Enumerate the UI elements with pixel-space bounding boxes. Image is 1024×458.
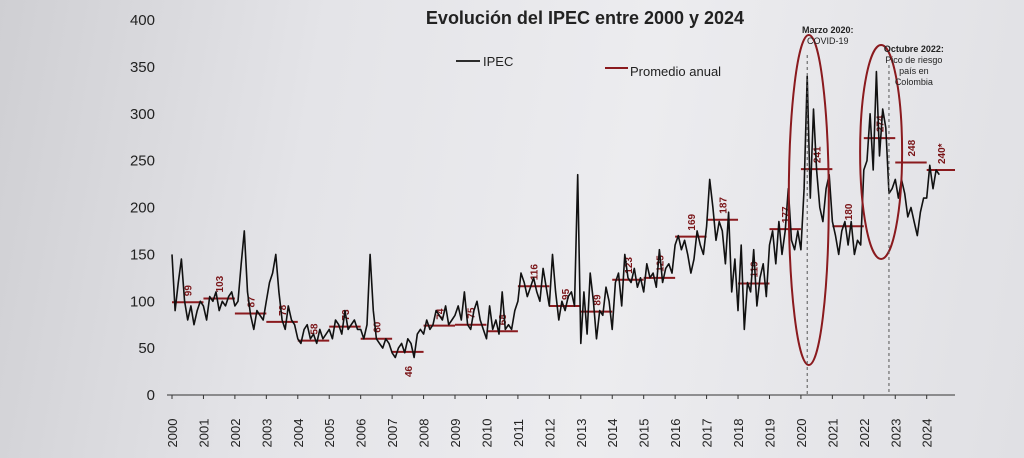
x-tick-label: 2011 — [511, 419, 526, 447]
legend-group: IPEC Promedio anual — [456, 54, 721, 79]
ipec-series-line — [171, 70, 940, 359]
annual-average-label: 74 — [435, 308, 446, 320]
x-tick-label: 2018 — [731, 419, 746, 448]
x-tick-label: 2019 — [762, 419, 777, 448]
annotation-text: Colombia — [895, 77, 933, 87]
x-tick-label: 2008 — [417, 419, 432, 448]
annotation-text: COVID-19 — [807, 36, 849, 46]
y-tick-label: 50 — [138, 340, 155, 357]
annotations-group: Marzo 2020:COVID-19 Octubre 2022:Pico de … — [787, 25, 944, 395]
y-tick-label: 350 — [130, 59, 155, 76]
annotation-title: Marzo 2020: — [802, 25, 854, 35]
annotation-text: Pico de riesgo — [885, 55, 942, 65]
annual-average-label: 46 — [404, 365, 415, 377]
x-tick-label: 2006 — [354, 419, 369, 448]
x-tick-label: 2021 — [825, 419, 840, 448]
y-tick-label: 250 — [130, 153, 155, 170]
annual-average-label: 58 — [310, 323, 321, 335]
annual-average-label: 95 — [561, 288, 572, 300]
annotation-text: país en — [899, 66, 929, 76]
x-tick-label: 2010 — [479, 419, 494, 448]
annual-average-label: 87 — [247, 296, 258, 308]
y-tick-label: 100 — [130, 293, 155, 310]
annual-average-label: 103 — [215, 275, 226, 292]
annual-average-label: 169 — [687, 213, 698, 230]
x-tick-label: 2009 — [448, 419, 463, 448]
annual-average-label: 78 — [278, 304, 289, 316]
annual-average-label: 240* — [937, 143, 948, 164]
x-tick-label: 2001 — [196, 419, 211, 448]
y-tick-label: 0 — [147, 387, 155, 404]
x-tick-label: 2024 — [920, 419, 935, 448]
annual-average-label: 60 — [372, 321, 383, 333]
x-tick-label: 2000 — [165, 419, 180, 448]
annual-average-label: 248 — [907, 139, 918, 156]
x-tick-label: 2013 — [574, 419, 589, 448]
y-tick-label: 400 — [130, 12, 155, 29]
legend-label-average: Promedio anual — [630, 64, 721, 79]
annual-average-label: 99 — [184, 285, 195, 297]
x-tick-label: 2014 — [605, 419, 620, 448]
axes-group: 0 50 100 150 200 250 300 350 400 2000 2001 2002 2003… — [130, 12, 955, 447]
y-tick-label: 300 — [130, 106, 155, 123]
chart-title: Evolución del IPEC entre 2000 y 2024 — [426, 8, 744, 28]
legend-label-ipec: IPEC — [483, 54, 513, 69]
x-tick-label: 2005 — [322, 419, 337, 448]
ipec-series-group — [171, 70, 940, 359]
annual-average-label: 123 — [624, 257, 635, 274]
x-tick-label: 2003 — [259, 419, 274, 448]
x-tick-label: 2017 — [700, 419, 715, 448]
x-tick-label: 2015 — [637, 419, 652, 448]
annotation-title: Octubre 2022: — [884, 44, 944, 54]
y-tick-label: 150 — [130, 246, 155, 263]
annual-average-label: 116 — [530, 264, 541, 281]
x-tick-label: 2023 — [888, 419, 903, 448]
annual-average-label: 75 — [467, 307, 478, 319]
annotation-highlight-ellipse — [787, 34, 830, 366]
x-tick-label: 2002 — [228, 419, 243, 448]
x-tick-label: 2007 — [385, 419, 400, 448]
x-tick-label: 2020 — [794, 419, 809, 448]
x-tick-label: 2016 — [668, 419, 683, 448]
annual-average-label: 241 — [813, 146, 824, 163]
annual-average-label: 89 — [593, 294, 604, 306]
x-tick-label: 2022 — [857, 419, 872, 448]
x-tick-label: 2004 — [291, 419, 306, 448]
y-tick-label: 200 — [130, 200, 155, 217]
annotation-highlight-ellipse — [859, 44, 904, 260]
annual-average-label: 187 — [718, 197, 729, 214]
x-tick-label: 2012 — [542, 419, 557, 448]
annual-average-label: 180 — [844, 203, 855, 220]
